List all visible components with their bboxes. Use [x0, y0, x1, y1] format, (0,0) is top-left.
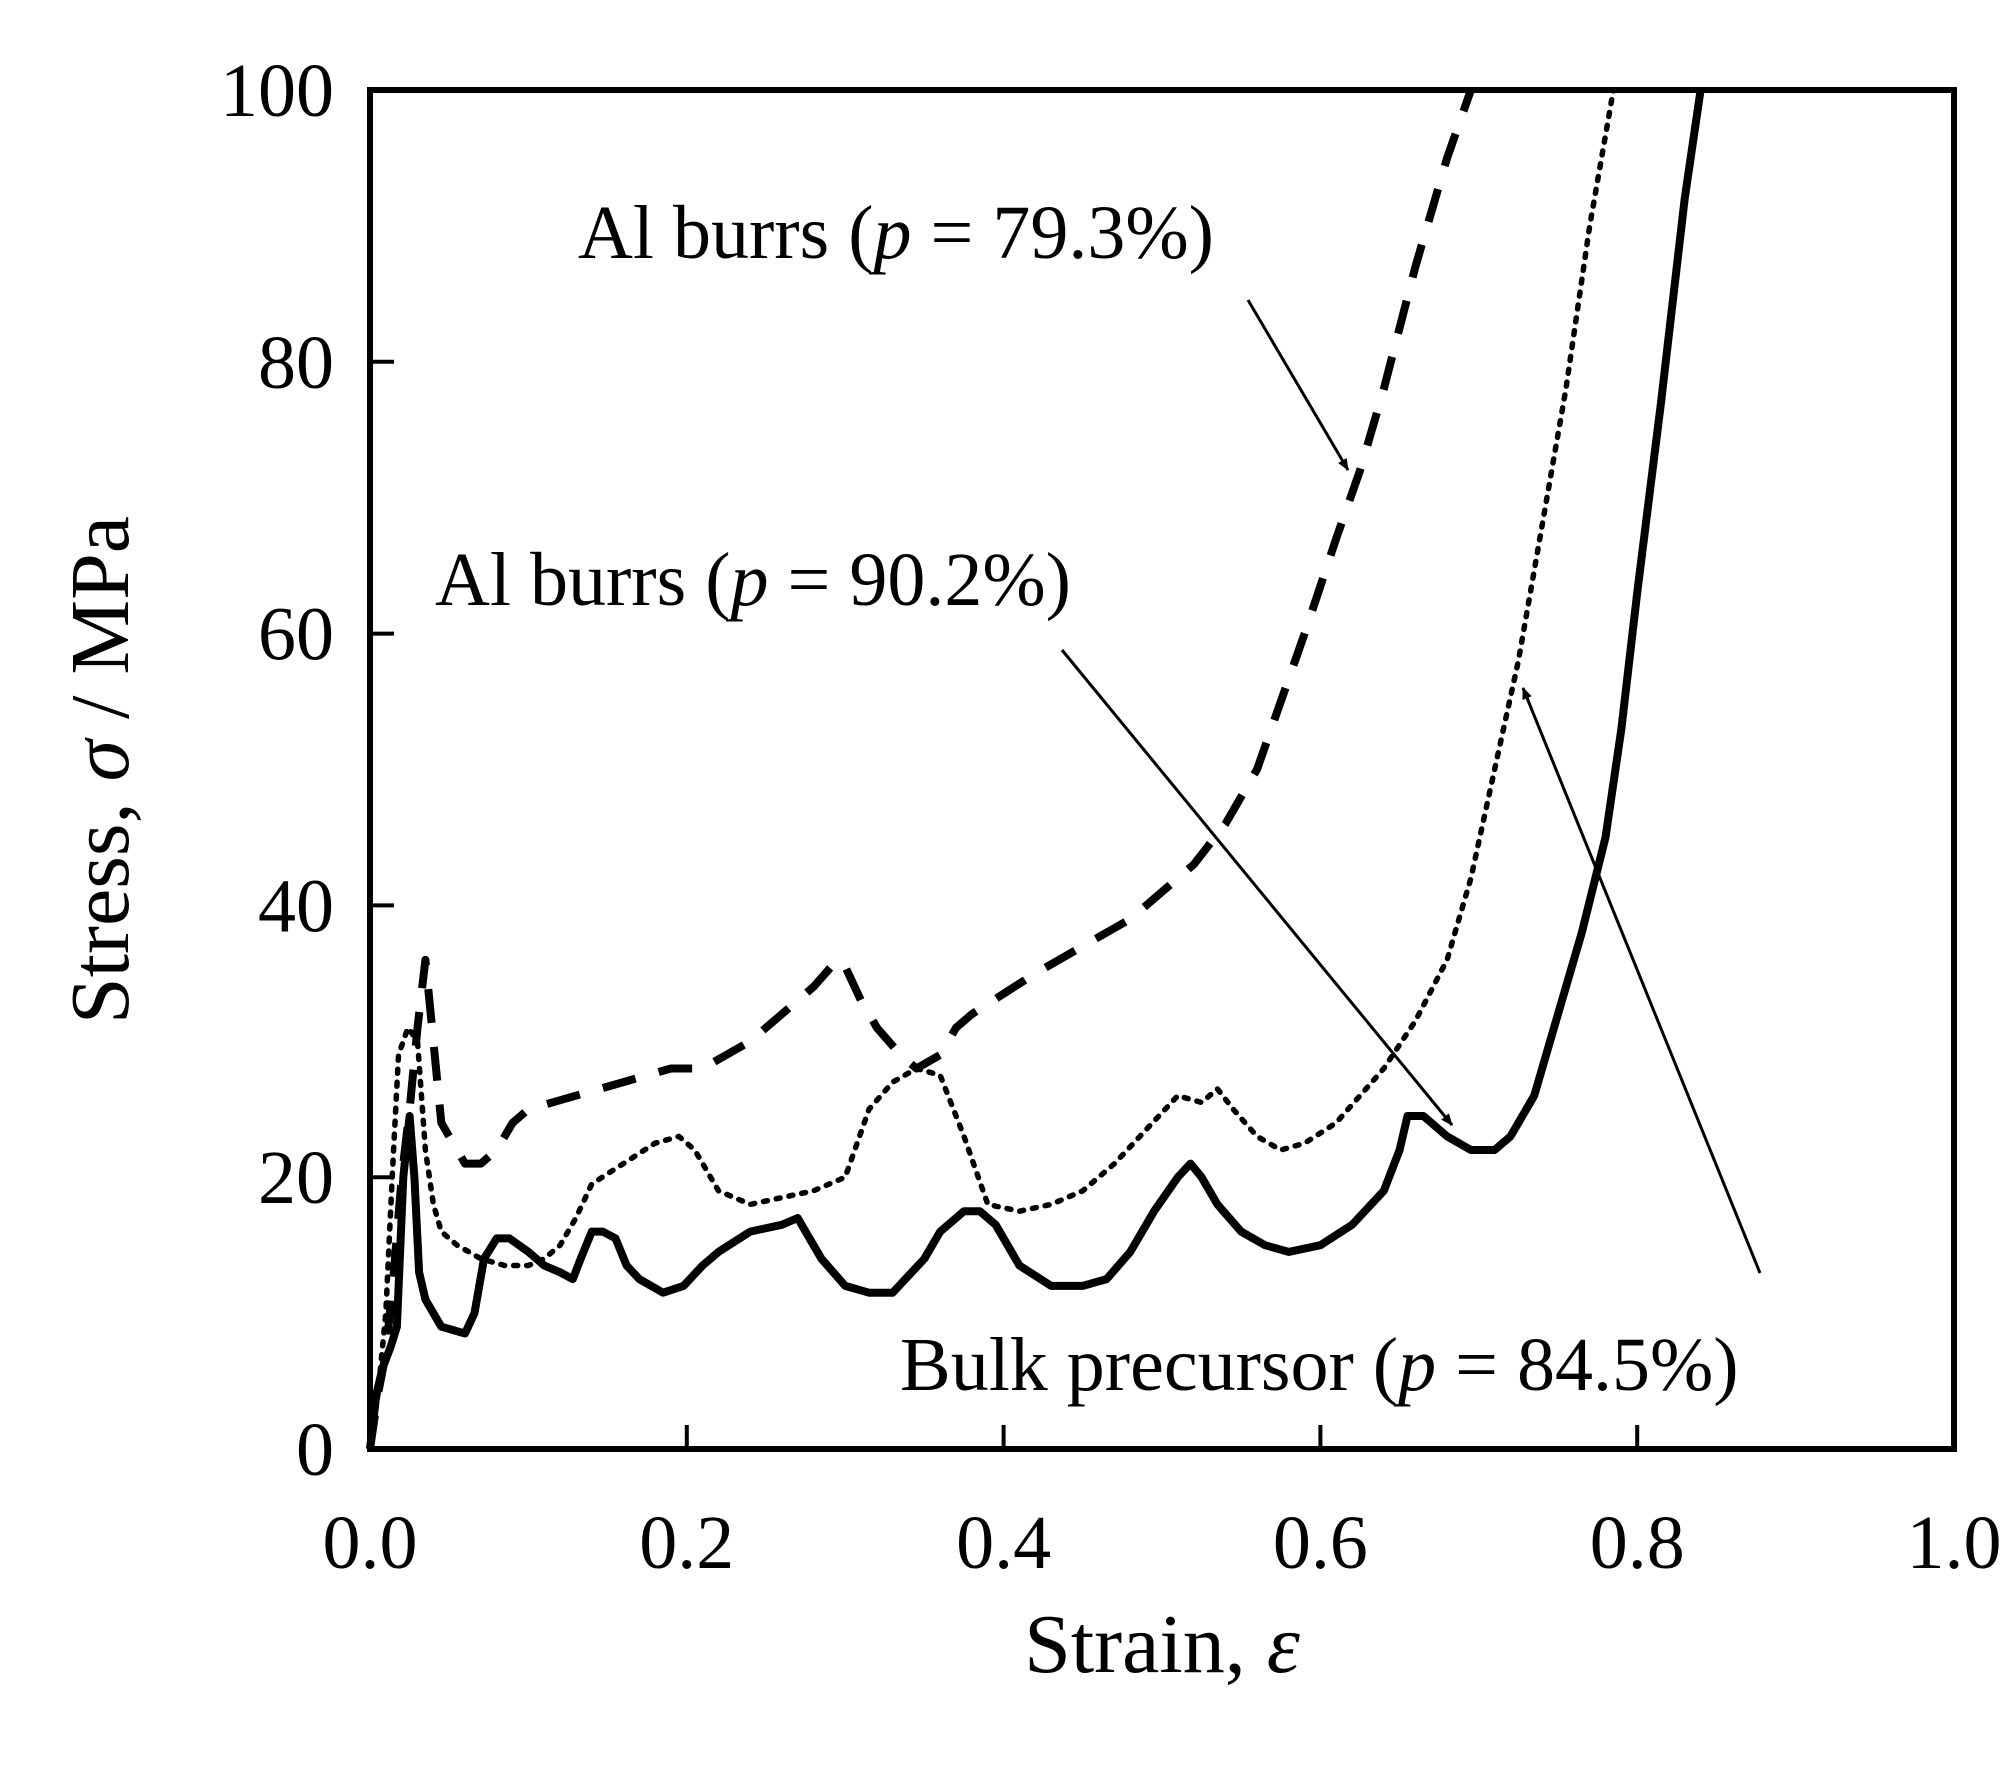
- y-tick-label: 40: [258, 864, 334, 948]
- annotation-layer: Al burrs (p = 79.3%) Al burrs (p = 90.2%…: [435, 191, 1762, 1407]
- annotation-bulk-precursor-84-5: Bulk precursor (p = 84.5%): [900, 1323, 1739, 1407]
- series-layer: [366, 87, 1705, 1452]
- x-axis-title: Strain, ε: [1024, 1598, 1301, 1691]
- x-tick-label: 1.0: [1907, 1501, 2002, 1585]
- y-tick-label: 0: [296, 1408, 334, 1492]
- x-tick-label: 0.8: [1590, 1501, 1685, 1585]
- series-line-dashed: [366, 88, 1475, 1450]
- tick-layer: 0.0 0.2 0.4 0.6 0.8 1.0 0 20 40 60 80 100: [220, 49, 2002, 1585]
- y-tick-label: 20: [258, 1136, 334, 1220]
- y-axis-title: Stress, σ / MPa: [54, 516, 147, 1024]
- annotation-al-burrs-79-3: Al burrs (p = 79.3%): [578, 191, 1214, 275]
- x-tick-label: 0.2: [639, 1501, 734, 1585]
- x-tick-label: 0.0: [323, 1501, 418, 1585]
- series-line-solid: [366, 89, 1705, 1450]
- y-tick-label: 100: [220, 49, 334, 133]
- arrow-79-3: [1246, 299, 1350, 471]
- series-line-dotted: [367, 87, 1617, 1452]
- plot-frame: [367, 87, 1957, 1452]
- arrow-84-5: [1521, 687, 1762, 1274]
- arrow-90-2: [1060, 649, 1454, 1126]
- y-tick-label: 80: [258, 321, 334, 405]
- x-tick-label: 0.6: [1273, 1501, 1368, 1585]
- x-tick-label: 0.4: [956, 1501, 1051, 1585]
- annotation-al-burrs-90-2: Al burrs (p = 90.2%): [435, 538, 1071, 622]
- y-tick-label: 60: [258, 593, 334, 677]
